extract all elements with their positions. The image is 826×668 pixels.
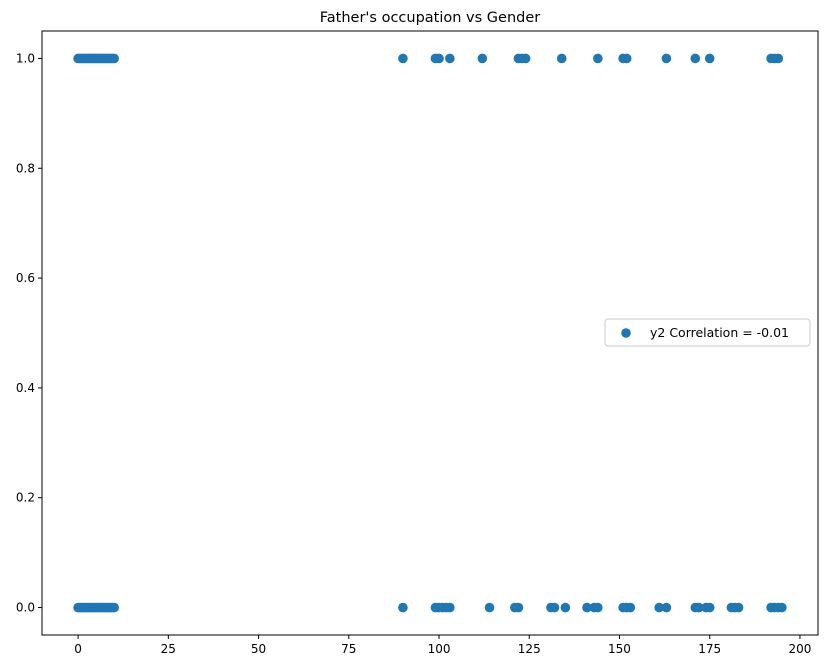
- x-tick-label: 150: [608, 642, 631, 656]
- legend-marker: [621, 328, 631, 338]
- scatter-point: [593, 602, 603, 613]
- x-tick-label: 0: [74, 642, 82, 656]
- legend-label: y2 Correlation = -0.01: [650, 325, 789, 340]
- legend-box: [604, 318, 811, 347]
- scatter-point: [625, 602, 636, 613]
- y-tick-label: 0.2: [16, 491, 35, 505]
- scatter-point: [477, 53, 488, 64]
- scatter-point: [434, 53, 444, 64]
- scatter-point: [520, 53, 531, 64]
- scatter-point: [621, 53, 632, 64]
- scatter-point: [549, 602, 560, 613]
- scatter-point: [513, 602, 524, 613]
- scatter-point: [777, 602, 787, 613]
- scatter-point: [704, 53, 715, 64]
- scatter-point: [445, 53, 455, 64]
- scatter-point: [556, 53, 567, 64]
- legend: y2 Correlation = -0.01: [604, 318, 811, 347]
- scatter-point: [661, 602, 672, 613]
- scatter-point: [398, 602, 408, 613]
- scatter-point: [661, 53, 672, 64]
- scatter-point: [773, 53, 784, 64]
- scatter-point: [593, 53, 603, 64]
- y-tick-label: 0.8: [16, 161, 35, 175]
- x-tick-label: 175: [698, 642, 721, 656]
- plot-frame: [41, 30, 819, 636]
- scatter-point: [560, 602, 571, 613]
- x-tick-label: 50: [251, 642, 266, 656]
- scatter-point: [733, 602, 744, 613]
- y-tick-label: 0.4: [16, 381, 35, 395]
- scatter-point: [109, 602, 119, 613]
- scatter-point: [582, 602, 592, 613]
- scatter-point: [445, 602, 455, 613]
- y-tick-label: 0.0: [16, 601, 35, 615]
- chart-title: Father's occupation vs Gender: [320, 10, 540, 26]
- scatter-point: [484, 602, 495, 613]
- scatter-point: [704, 602, 715, 613]
- scatter-point: [654, 602, 664, 613]
- x-tick-label: 100: [428, 642, 451, 656]
- x-tick-label: 75: [341, 642, 356, 656]
- points-layer: [73, 53, 787, 613]
- scatter-point: [398, 53, 408, 64]
- scatter-point: [109, 53, 119, 64]
- scatter-point: [694, 602, 704, 613]
- y-tick-label: 0.6: [16, 271, 35, 285]
- scatter-point: [690, 53, 701, 64]
- axes: 0 25 50 75 100 125 150 175 200 0.0 0.2 0.4 0.6 0.8 1.0: [16, 30, 819, 656]
- x-tick-label: 125: [518, 642, 541, 656]
- x-tick-label: 25: [161, 642, 176, 656]
- x-tick-label: 200: [789, 642, 812, 656]
- y-tick-label: 1.0: [16, 51, 35, 65]
